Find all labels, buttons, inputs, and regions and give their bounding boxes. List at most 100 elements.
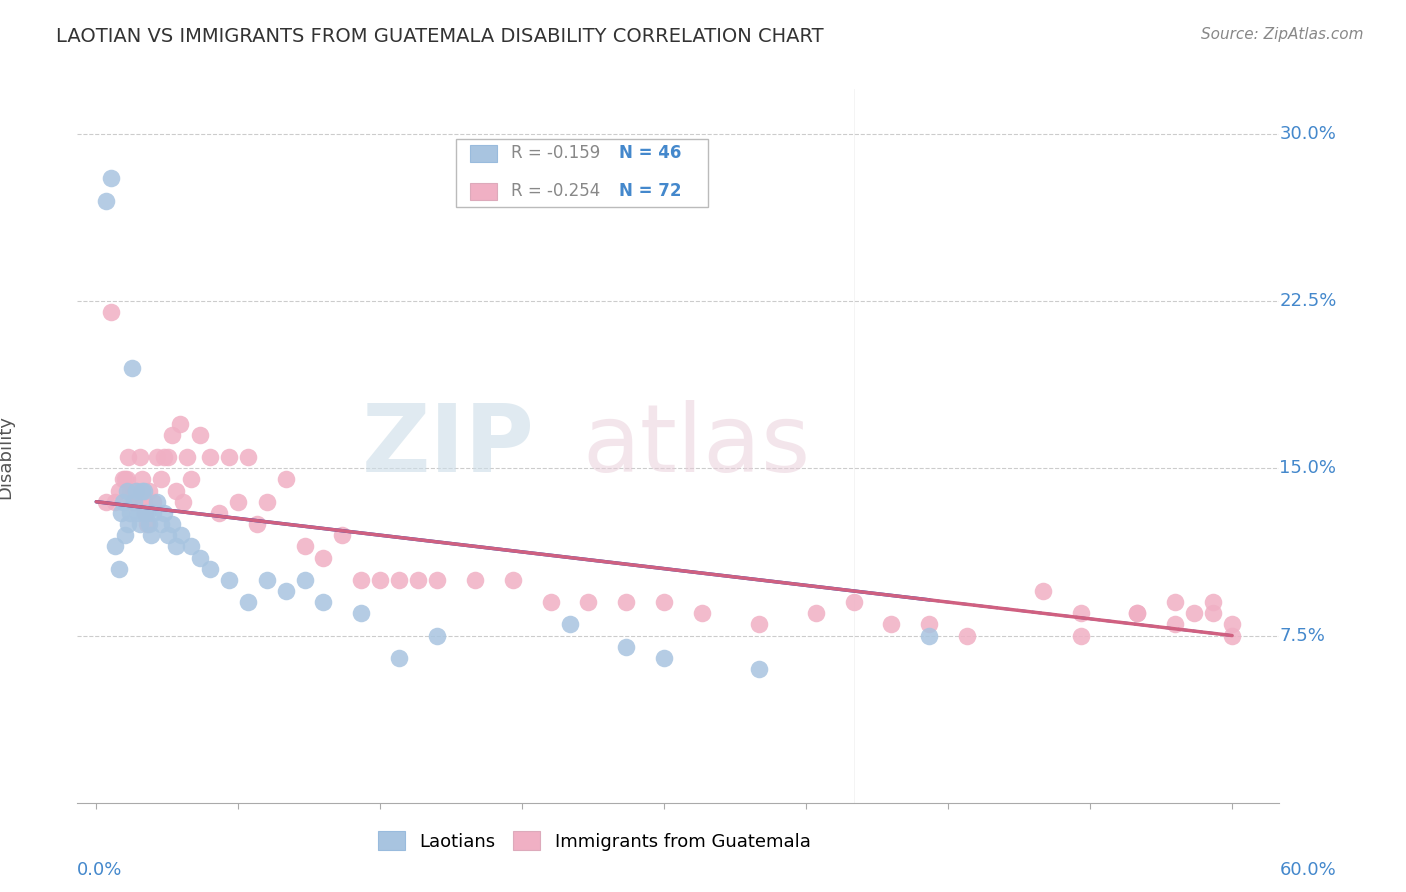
Point bbox=[246, 516, 269, 531]
Point bbox=[138, 483, 160, 498]
Text: 22.5%: 22.5% bbox=[1279, 292, 1337, 310]
Point bbox=[114, 473, 136, 487]
Legend: Laotians, Immigrants from Guatemala: Laotians, Immigrants from Guatemala bbox=[370, 824, 818, 858]
Point bbox=[170, 528, 193, 542]
Point bbox=[128, 516, 150, 531]
Point bbox=[146, 494, 169, 508]
Point bbox=[114, 528, 136, 542]
Point bbox=[117, 516, 139, 531]
Point bbox=[1220, 617, 1243, 632]
Point bbox=[350, 573, 373, 587]
Point bbox=[157, 450, 180, 464]
Point bbox=[115, 473, 138, 487]
Point bbox=[426, 628, 449, 642]
Point bbox=[94, 494, 117, 508]
Point bbox=[748, 617, 770, 632]
Point bbox=[136, 516, 159, 531]
Point bbox=[1126, 607, 1149, 621]
Text: N = 72: N = 72 bbox=[620, 182, 682, 200]
Point bbox=[312, 550, 335, 565]
Point bbox=[956, 628, 979, 642]
Point bbox=[142, 494, 165, 508]
Point bbox=[125, 483, 148, 498]
Point bbox=[132, 483, 155, 498]
Point bbox=[100, 305, 122, 319]
Point bbox=[218, 450, 240, 464]
Point bbox=[350, 607, 373, 621]
Point bbox=[1070, 607, 1092, 621]
Point bbox=[236, 595, 259, 609]
Point bbox=[406, 573, 429, 587]
Text: ZIP: ZIP bbox=[361, 400, 534, 492]
Point bbox=[190, 550, 212, 565]
Point bbox=[804, 607, 827, 621]
Point bbox=[108, 483, 131, 498]
Point bbox=[1164, 617, 1187, 632]
Point bbox=[1182, 607, 1205, 621]
Point bbox=[236, 450, 259, 464]
Point bbox=[502, 573, 524, 587]
Point bbox=[1070, 628, 1092, 642]
Point bbox=[368, 573, 391, 587]
Point bbox=[169, 417, 191, 431]
Point bbox=[153, 506, 176, 520]
Point bbox=[120, 506, 142, 520]
Point bbox=[690, 607, 713, 621]
Point bbox=[125, 483, 148, 498]
Point bbox=[226, 494, 249, 508]
Text: 60.0%: 60.0% bbox=[1279, 861, 1336, 879]
Point bbox=[748, 662, 770, 676]
FancyBboxPatch shape bbox=[471, 145, 496, 162]
Point bbox=[138, 516, 160, 531]
Point bbox=[1202, 595, 1225, 609]
Point bbox=[176, 450, 198, 464]
Point bbox=[172, 494, 194, 508]
Point bbox=[558, 617, 581, 632]
Point bbox=[131, 473, 153, 487]
Text: R = -0.254: R = -0.254 bbox=[512, 182, 600, 200]
Point bbox=[180, 539, 202, 553]
Point bbox=[1032, 583, 1054, 598]
Point bbox=[842, 595, 865, 609]
FancyBboxPatch shape bbox=[456, 139, 709, 207]
Point bbox=[165, 539, 187, 553]
Point bbox=[94, 194, 117, 208]
Point bbox=[127, 506, 149, 520]
Point bbox=[426, 573, 449, 587]
Point bbox=[256, 494, 278, 508]
Point bbox=[111, 473, 134, 487]
Point bbox=[115, 483, 138, 498]
Point bbox=[540, 595, 562, 609]
Point bbox=[1202, 607, 1225, 621]
Point bbox=[312, 595, 335, 609]
Point bbox=[614, 640, 637, 654]
Text: 0.0%: 0.0% bbox=[77, 861, 122, 879]
Point bbox=[198, 450, 221, 464]
Point bbox=[153, 450, 176, 464]
Point bbox=[120, 483, 142, 498]
Point bbox=[652, 651, 675, 665]
Point bbox=[614, 595, 637, 609]
Point bbox=[180, 473, 202, 487]
Point bbox=[121, 494, 143, 508]
Point bbox=[388, 573, 411, 587]
Point bbox=[294, 573, 316, 587]
Point bbox=[104, 494, 127, 508]
Point bbox=[274, 473, 297, 487]
Point bbox=[274, 583, 297, 598]
Point bbox=[332, 528, 354, 542]
Point bbox=[149, 473, 172, 487]
Point bbox=[108, 562, 131, 576]
Point bbox=[918, 617, 941, 632]
Point bbox=[652, 595, 675, 609]
Text: 7.5%: 7.5% bbox=[1279, 626, 1326, 645]
Point bbox=[1220, 628, 1243, 642]
Point bbox=[578, 595, 600, 609]
FancyBboxPatch shape bbox=[471, 183, 496, 200]
Point bbox=[165, 483, 187, 498]
Point bbox=[149, 516, 172, 531]
Text: Source: ZipAtlas.com: Source: ZipAtlas.com bbox=[1201, 27, 1364, 42]
Text: R = -0.159: R = -0.159 bbox=[512, 144, 600, 161]
Text: N = 46: N = 46 bbox=[620, 144, 682, 161]
Point bbox=[141, 528, 163, 542]
